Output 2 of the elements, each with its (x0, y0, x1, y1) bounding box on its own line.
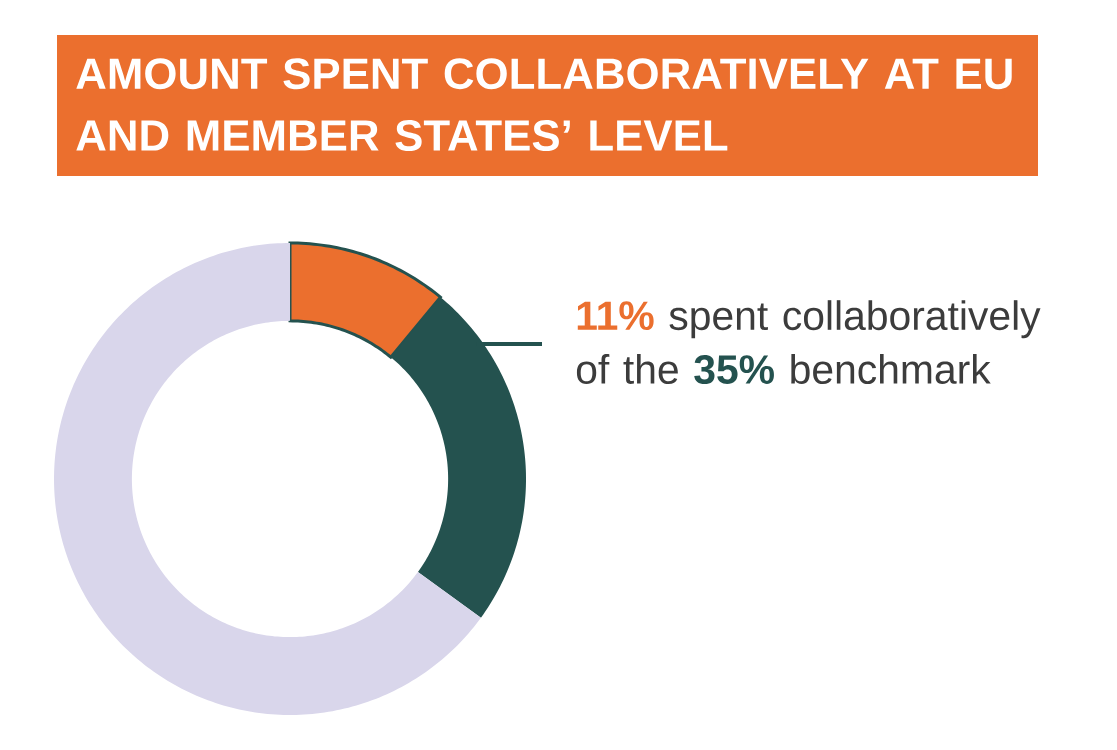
chart-title: AMOUNT SPENT COLLABORATIVELY AT EU AND MEMBER STATES’ LEVEL (76, 58, 1012, 151)
text: 11% spent collaboratively of the 35% benchmark (576, 300, 1041, 385)
